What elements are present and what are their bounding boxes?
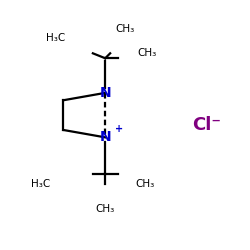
Text: H₃C: H₃C	[46, 34, 66, 43]
Text: Cl⁻: Cl⁻	[192, 116, 221, 134]
Text: H₃C: H₃C	[31, 179, 50, 189]
Text: CH₃: CH₃	[135, 179, 154, 189]
Text: CH₃: CH₃	[116, 24, 134, 34]
Text: CH₃: CH₃	[96, 204, 115, 214]
Text: +: +	[115, 124, 123, 134]
Text: N: N	[100, 86, 111, 100]
Text: CH₃: CH₃	[138, 48, 157, 58]
Text: N: N	[100, 130, 111, 144]
